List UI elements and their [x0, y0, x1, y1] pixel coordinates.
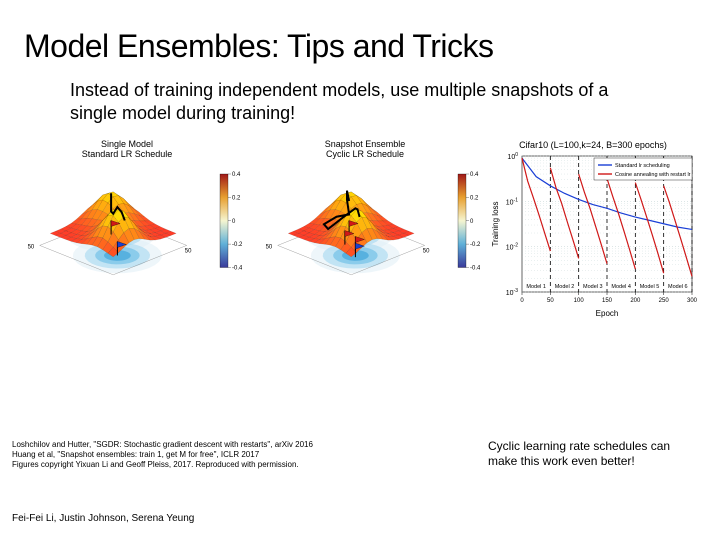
svg-text:Training loss: Training loss	[491, 201, 500, 246]
panel-title-mid-line2: Cyclic LR Schedule	[326, 149, 404, 159]
svg-text:0.2: 0.2	[232, 195, 241, 201]
slide-subtitle: Instead of training independent models, …	[0, 73, 720, 136]
loss-chart-title: Cifar10 (L=100,k=24, B=300 epochs)	[488, 140, 698, 150]
svg-text:100: 100	[507, 152, 518, 161]
right-caption: Cyclic learning rate schedules can make …	[488, 439, 698, 470]
panel-title-left-line2: Standard LR Schedule	[82, 149, 173, 159]
panel-loss-chart: Cifar10 (L=100,k=24, B=300 epochs) 10-31…	[488, 140, 698, 320]
svg-text:-0.4: -0.4	[232, 265, 242, 271]
surface-plot-left: -0.4-0.200.20.4-50-50005050	[12, 162, 242, 332]
svg-text:-0.4: -0.4	[470, 265, 480, 271]
slide-footer: Fei-Fei Li, Justin Johnson, Serena Yeung	[12, 513, 194, 524]
svg-text:50: 50	[266, 244, 273, 250]
svg-text:100: 100	[574, 298, 585, 304]
panel-title-mid-line1: Snapshot Ensemble	[325, 139, 406, 149]
svg-text:0: 0	[232, 219, 236, 225]
svg-text:10-1: 10-1	[506, 197, 518, 206]
panel-title-mid: Snapshot Ensemble Cyclic LR Schedule	[250, 140, 480, 160]
svg-text:150: 150	[602, 298, 613, 304]
citation-block: Loshchilov and Hutter, "SGDR: Stochastic…	[12, 440, 313, 470]
svg-text:300: 300	[687, 298, 698, 304]
svg-text:Model 4: Model 4	[611, 284, 631, 290]
svg-text:-0.2: -0.2	[470, 242, 480, 248]
citation-line: Figures copyright Yixuan Li and Geoff Pl…	[12, 460, 313, 470]
svg-text:50: 50	[547, 298, 554, 304]
svg-text:Cosine annealing with restart: Cosine annealing with restart lr	[615, 172, 691, 178]
svg-text:0: 0	[520, 298, 524, 304]
svg-text:Model 3: Model 3	[583, 284, 603, 290]
svg-text:Model 1: Model 1	[526, 284, 546, 290]
svg-text:0.4: 0.4	[232, 172, 241, 178]
panel-snapshot-ensemble: Snapshot Ensemble Cyclic LR Schedule -0.…	[250, 140, 480, 332]
svg-text:50: 50	[185, 248, 192, 254]
svg-text:Model 5: Model 5	[640, 284, 660, 290]
svg-text:10-2: 10-2	[506, 243, 518, 252]
svg-text:Model 2: Model 2	[555, 284, 575, 290]
svg-text:250: 250	[659, 298, 670, 304]
svg-text:Standard lr scheduling: Standard lr scheduling	[615, 163, 670, 169]
surface-plot-mid: -0.4-0.200.20.4-50-50005050	[250, 162, 480, 332]
svg-text:10-3: 10-3	[506, 288, 518, 297]
loss-chart: 10-3 10-2 10-1 100 0 50 100 150 200 250 300 Model 1…	[488, 150, 698, 320]
svg-text:0.4: 0.4	[470, 172, 479, 178]
svg-text:0.2: 0.2	[470, 195, 479, 201]
panel-title-left: Single Model Standard LR Schedule	[12, 140, 242, 160]
figure-row: Single Model Standard LR Schedule -0.4 -0…	[0, 136, 720, 332]
svg-text:-0.2: -0.2	[232, 242, 242, 248]
citation-line: Huang et al, "Snapshot ensembles: train …	[12, 450, 313, 460]
panel-single-model: Single Model Standard LR Schedule -0.4 -0…	[12, 140, 242, 332]
svg-text:Epoch: Epoch	[596, 309, 619, 318]
svg-text:50: 50	[423, 248, 430, 254]
svg-text:Model 6: Model 6	[668, 284, 688, 290]
svg-text:50: 50	[28, 244, 35, 250]
slide-title: Model Ensembles: Tips and Tricks	[0, 0, 720, 73]
svg-text:200: 200	[630, 298, 641, 304]
citation-line: Loshchilov and Hutter, "SGDR: Stochastic…	[12, 440, 313, 450]
panel-title-left-line1: Single Model	[101, 139, 153, 149]
svg-text:0: 0	[470, 219, 474, 225]
